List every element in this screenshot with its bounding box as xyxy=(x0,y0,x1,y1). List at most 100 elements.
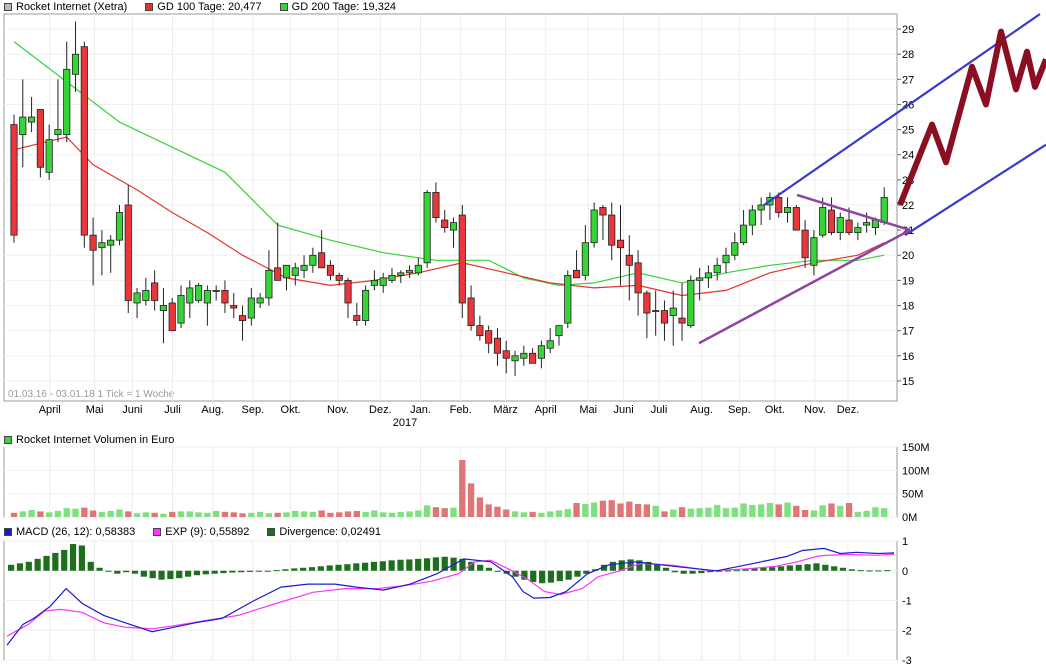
candle-body xyxy=(186,287,194,304)
volume-bar xyxy=(459,460,466,517)
volume-bar xyxy=(678,507,686,517)
divergence-bar xyxy=(547,570,555,583)
volume-bar xyxy=(670,509,677,517)
divergence-bar xyxy=(69,543,77,571)
divergence-bar xyxy=(52,552,59,571)
candle-body xyxy=(107,239,115,246)
volume-bar xyxy=(239,513,246,517)
candle-body xyxy=(256,297,264,304)
divergence-bar xyxy=(671,570,678,573)
volume-bar xyxy=(837,505,844,517)
volume-bar xyxy=(248,512,255,517)
divergence-bar xyxy=(16,563,24,571)
volume-bar xyxy=(353,510,360,517)
divergence-bar xyxy=(583,570,590,574)
volume-tick-label: 150M xyxy=(902,442,930,454)
lower-triangle-line xyxy=(698,229,911,345)
volume-bar xyxy=(652,505,659,517)
volume-bar xyxy=(793,505,800,517)
volume-bar xyxy=(98,511,106,517)
divergence-bar xyxy=(335,564,342,571)
candle-body xyxy=(115,212,124,241)
candle-body xyxy=(282,264,291,279)
volume-legend-swatch xyxy=(4,436,12,444)
volume-bar xyxy=(450,507,457,517)
volume-bar xyxy=(687,508,694,517)
volume-bar xyxy=(10,512,18,517)
candle-body xyxy=(502,350,510,359)
divergence-bar xyxy=(618,560,625,571)
price-tick-label: 28 xyxy=(902,49,914,61)
divergence-bar xyxy=(229,570,236,573)
volume-bar xyxy=(626,501,633,517)
volume-bar xyxy=(740,503,747,517)
volume-bar xyxy=(107,510,114,517)
candle-body xyxy=(572,269,581,279)
macd-tick-label: -3 xyxy=(902,655,912,667)
divergence-bar xyxy=(848,569,855,571)
volume-tick-label: 50M xyxy=(902,489,923,501)
candle-body xyxy=(142,290,150,301)
volume-bar xyxy=(529,511,536,517)
divergence-bar xyxy=(326,565,333,571)
candle-body xyxy=(291,267,299,276)
volume-tick-label: 0M xyxy=(902,512,917,524)
candle-body xyxy=(687,279,695,327)
x-tick-label: Juli xyxy=(651,404,668,416)
volume-bar xyxy=(494,506,501,517)
price-legend-item: GD 200 Tage: 19,324 xyxy=(279,1,396,13)
volume-bar xyxy=(28,510,35,517)
volume-bar xyxy=(256,511,264,517)
volume-bar xyxy=(151,512,158,517)
divergence-bar xyxy=(742,569,749,571)
divergence-bar xyxy=(238,570,245,573)
volume-bar xyxy=(854,511,862,517)
x-tick-label: Sep. xyxy=(728,404,751,416)
candle-body xyxy=(318,252,326,269)
divergence-bar xyxy=(680,570,687,574)
candle-body xyxy=(590,209,598,244)
divergence-bar xyxy=(485,567,493,571)
candle-body xyxy=(449,222,458,231)
volume-bar xyxy=(881,508,888,517)
volume-bar xyxy=(467,483,475,517)
volume-tick-label: 100M xyxy=(902,465,930,477)
candle-body xyxy=(344,279,352,304)
candle-body xyxy=(274,267,282,281)
candle-body xyxy=(529,352,537,364)
upper-triangle-line xyxy=(796,193,911,232)
divergence-bar xyxy=(627,559,634,571)
volume-bar xyxy=(432,507,440,517)
candle-body xyxy=(493,337,502,354)
divergence-bar xyxy=(149,570,156,579)
volume-bar xyxy=(37,511,44,517)
volume-bar xyxy=(476,497,484,517)
candle-body xyxy=(740,224,748,244)
divergence-bar xyxy=(43,555,50,571)
volume-bar xyxy=(388,512,396,517)
volume-bar xyxy=(265,513,273,517)
divergence-bar xyxy=(105,570,112,572)
candle-body xyxy=(388,274,396,281)
candle-body xyxy=(819,207,827,236)
candle-body xyxy=(748,209,756,226)
volume-bar xyxy=(336,512,343,517)
macd-tick-label: 1 xyxy=(902,536,908,548)
price-tick-label: 22 xyxy=(902,200,914,212)
divergence-bar xyxy=(875,570,882,572)
volume-bar xyxy=(599,500,607,517)
macd-legend: MACD (26, 12): 0,58383 EXP (9): 0,55892 Di… xyxy=(4,526,395,538)
volume-bar xyxy=(63,508,70,517)
candle-body xyxy=(537,345,545,359)
volume-bar xyxy=(511,511,519,517)
volume-bar xyxy=(661,511,668,517)
volume-bar xyxy=(617,503,624,517)
candle-body xyxy=(133,292,141,304)
divergence-bar xyxy=(388,560,395,571)
candle-body xyxy=(441,219,449,229)
candle-body xyxy=(625,254,633,266)
macd-legend-swatch xyxy=(153,528,162,536)
divergence-bar xyxy=(565,570,572,580)
candle-body xyxy=(19,116,27,136)
gd100-line xyxy=(13,136,885,297)
